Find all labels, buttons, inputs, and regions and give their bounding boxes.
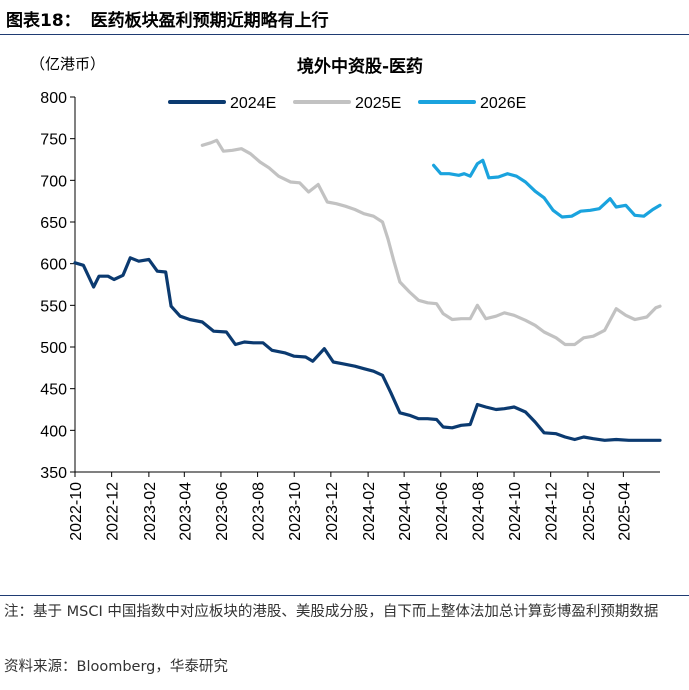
top-divider: [0, 34, 689, 35]
legend-label-2026E: 2026E: [480, 95, 526, 112]
x-tick-label: 2024-06: [434, 482, 451, 541]
y-tick-label: 650: [40, 215, 67, 232]
y-tick-label: 350: [40, 465, 67, 482]
bottom-divider: [0, 595, 689, 596]
x-axis: 2022-10 2022-12 2023-02 2023-04 2023-06 2023-…: [68, 471, 660, 541]
x-tick-label: 2024-04: [397, 482, 414, 541]
x-tick-label: 2023-06: [214, 482, 231, 541]
x-tick-label: 2024-08: [470, 482, 487, 541]
x-tick-label: 2022-12: [105, 482, 122, 541]
series-group: [73, 138, 662, 442]
x-tick-label: 2023-02: [142, 482, 159, 541]
x-tick-label: 2024-12: [544, 482, 561, 541]
x-tick-label: 2022-10: [68, 482, 85, 541]
x-tick-label: 2025-04: [616, 482, 633, 541]
legend-label-2025E: 2025E: [355, 95, 401, 112]
figure-title-text: 医药板块盈利预期近期略有上行: [90, 11, 329, 31]
series-line-2026E: [432, 158, 662, 219]
y-tick-label: 550: [40, 298, 67, 315]
figure-title: 图表18： 医药板块盈利预期近期略有上行: [6, 6, 329, 31]
x-tick-label: 2024-02: [361, 482, 378, 541]
figure-number: 图表18：: [6, 11, 81, 31]
source-note: 资料来源：Bloomberg，华泰研究: [4, 659, 228, 675]
unit-label: （亿港币）: [30, 55, 105, 73]
y-tick-label: 400: [40, 423, 67, 440]
y-tick-label: 600: [40, 257, 67, 274]
line-chart: （亿港币） 境外中资股-医药 2024E 2025E 2026E 350 400 450…: [30, 55, 662, 541]
y-tick-label: 700: [40, 173, 67, 190]
x-tick-label: 2023-04: [177, 482, 194, 541]
x-tick-label: 2023-08: [251, 482, 268, 541]
footnote: 注：基于 MSCI 中国指数中对应板块的港股、美股成分股，自下而上整体法加总计算…: [4, 604, 659, 620]
y-axis: 350 400 450 500 550 600 650 700 750 800: [40, 90, 76, 482]
y-tick-label: 750: [40, 132, 67, 149]
legend-label-2024E: 2024E: [230, 95, 276, 112]
x-tick-label: 2024-10: [507, 482, 524, 541]
y-tick-label: 800: [40, 90, 67, 107]
x-tick-label: 2023-10: [287, 482, 304, 541]
series-line-2025E: [200, 138, 662, 347]
y-tick-label: 500: [40, 340, 67, 357]
x-tick-label: 2025-02: [581, 482, 598, 541]
series-line-2024E: [73, 256, 662, 442]
y-tick-label: 450: [40, 382, 67, 399]
chart-legend: 2024E 2025E 2026E: [168, 95, 526, 112]
x-tick-label: 2023-12: [324, 482, 341, 541]
chart-title: 境外中资股-医药: [297, 56, 423, 77]
